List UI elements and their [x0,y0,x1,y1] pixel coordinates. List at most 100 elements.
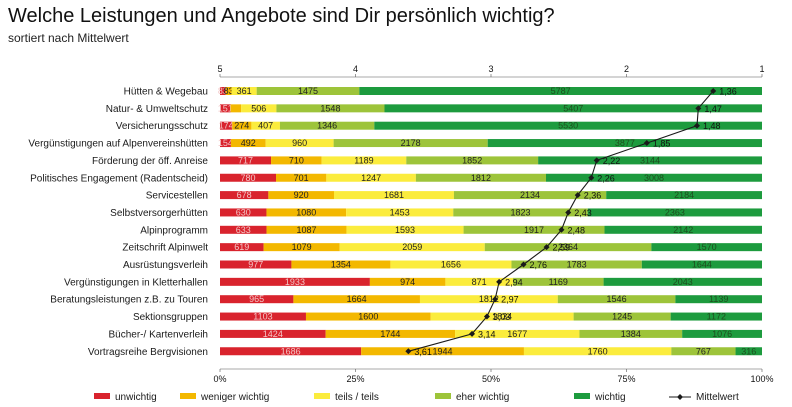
bar-value-label: 492 [241,138,256,148]
bar-value-label: 977 [248,260,263,270]
chart-subtitle: sortiert nach Mittelwert [8,31,129,45]
bar-value-label: 506 [251,103,266,113]
bar-segment-weniger-wichtig [293,295,420,304]
mittelwert-label: 1,48 [703,121,721,131]
bar-segment-weniger-wichtig [325,329,456,338]
bottom-axis-tick-label: 100% [750,374,773,384]
mittelwert-label: 3,14 [478,329,496,339]
bar-value-label: 1453 [390,207,410,217]
bar-value-label: 965 [249,294,264,304]
bar-value-label: 1681 [384,190,404,200]
bar-segment-unwichtig [220,225,267,234]
bar-value-label: 1354 [331,260,351,270]
bar-value-label: 1593 [395,225,415,235]
legend-label: Mittelwert [696,392,739,403]
bar-segment-unwichtig [220,173,277,182]
bar-segment-eher-wichtig [279,121,375,130]
bar-value-label: 3144 [640,155,660,165]
bar-segment-teils-teils [346,208,454,217]
bar-value-label: 1664 [347,294,367,304]
bar-segment-wichtig [606,191,762,200]
bar-segment-teils-teils [241,104,277,113]
bar-value-label: 1783 [567,260,587,270]
bar-segment-teils-teils [455,329,580,338]
category-label: Vergünstigungen in Kletterhallen [64,277,208,288]
bar-value-label: 1933 [285,277,305,287]
category-label: Sektionsgruppen [133,312,208,323]
category-label: Zeitschrift Alpinwelt [122,243,208,254]
bar-value-label: 2184 [674,190,694,200]
top-axis-tick-label: 3 [488,64,493,74]
bar-segment-weniger-wichtig [230,104,242,113]
bar-value-label: 1944 [433,346,453,356]
bottom-axis-tick-label: 25% [346,374,364,384]
bar-value-label: 1677 [507,329,527,339]
category-label: Ausrüstungsverleih [123,260,208,271]
bar-segment-weniger-wichtig [263,243,340,252]
bar-segment-weniger-wichtig [266,208,347,217]
chart-title: Welche Leistungen und Angebote sind Dir … [8,5,555,27]
mittelwert-label: 2,48 [567,225,585,235]
bar-value-label: 1760 [588,346,608,356]
bar-segment-weniger-wichtig [225,87,232,95]
bar-value-label: 154 [218,138,233,148]
bar-segment-eher-wichtig [573,312,671,321]
bar-value-label: 5787 [551,86,571,96]
bar-value-label: 1644 [692,260,712,270]
bar-value-label: 1823 [510,207,530,217]
bar-value-label: 974 [400,277,415,287]
bar-segment-teils-teils [346,225,464,234]
bar-segment-wichtig [682,329,762,338]
mittelwert-label: 2,43 [574,208,592,218]
bar-segment-teils-teils [430,312,574,321]
category-label: Beratungsleistungen z.B. zu Touren [50,295,208,306]
legend-swatch [314,393,330,399]
bar-value-label: 1570 [697,242,717,252]
bar-value-label: 1172 [707,312,726,322]
bar-value-label: 1475 [298,86,318,96]
bar-value-label: 1087 [296,225,316,235]
bar-value-label: 2363 [665,207,685,217]
mittelwert-point [693,122,700,129]
bar-segment-unwichtig [220,312,306,321]
bar-value-label: 2364 [558,242,578,252]
bar-segment-weniger-wichtig [268,191,335,200]
bar-segment-unwichtig [220,191,269,200]
category-label: Politisches Engagement (Radentscheid) [30,173,208,184]
bar-value-label: 5530 [558,121,578,131]
bar-value-label: 1346 [317,121,337,131]
bar-value-label: 2142 [673,225,693,235]
bar-segment-eher-wichtig [671,347,736,356]
bar-value-label: 1076 [712,329,732,339]
bar-segment-unwichtig [220,104,231,113]
mittelwert-label: 3,03 [493,312,511,322]
bar-segment-wichtig [670,312,762,321]
mittelwert-label: 3,61 [414,347,432,357]
mittelwert-point [558,226,565,233]
mittelwert-point [543,244,550,251]
bar-value-label: 1656 [441,260,461,270]
bar-segment-weniger-wichtig [369,277,446,286]
bar-segment-unwichtig [220,87,226,95]
bar-segment-wichtig [641,260,762,269]
bar-segment-teils-teils [231,87,257,95]
bar-segment-wichtig [603,277,762,286]
bar-segment-weniger-wichtig [361,347,524,356]
bar-value-label: 1686 [281,346,301,356]
bar-value-label: 3008 [644,173,664,183]
bar-segment-unwichtig [220,243,264,252]
legend-label: unwichtig [115,392,157,403]
bar-value-label: 710 [289,155,304,165]
bar-segment-unwichtig [220,295,294,304]
bar-value-label: 361 [237,86,252,96]
bar-value-label: 1600 [358,312,378,322]
bar-value-label: 678 [237,190,252,200]
bar-value-label: 1189 [354,155,373,165]
mittelwert-label: 2,59 [553,243,571,253]
bar-segment-wichtig [487,139,762,148]
legend-swatch [435,393,451,399]
mittelwert-point [469,330,476,337]
bar-value-label: 1080 [296,207,316,217]
bar-value-label: 619 [234,242,249,252]
